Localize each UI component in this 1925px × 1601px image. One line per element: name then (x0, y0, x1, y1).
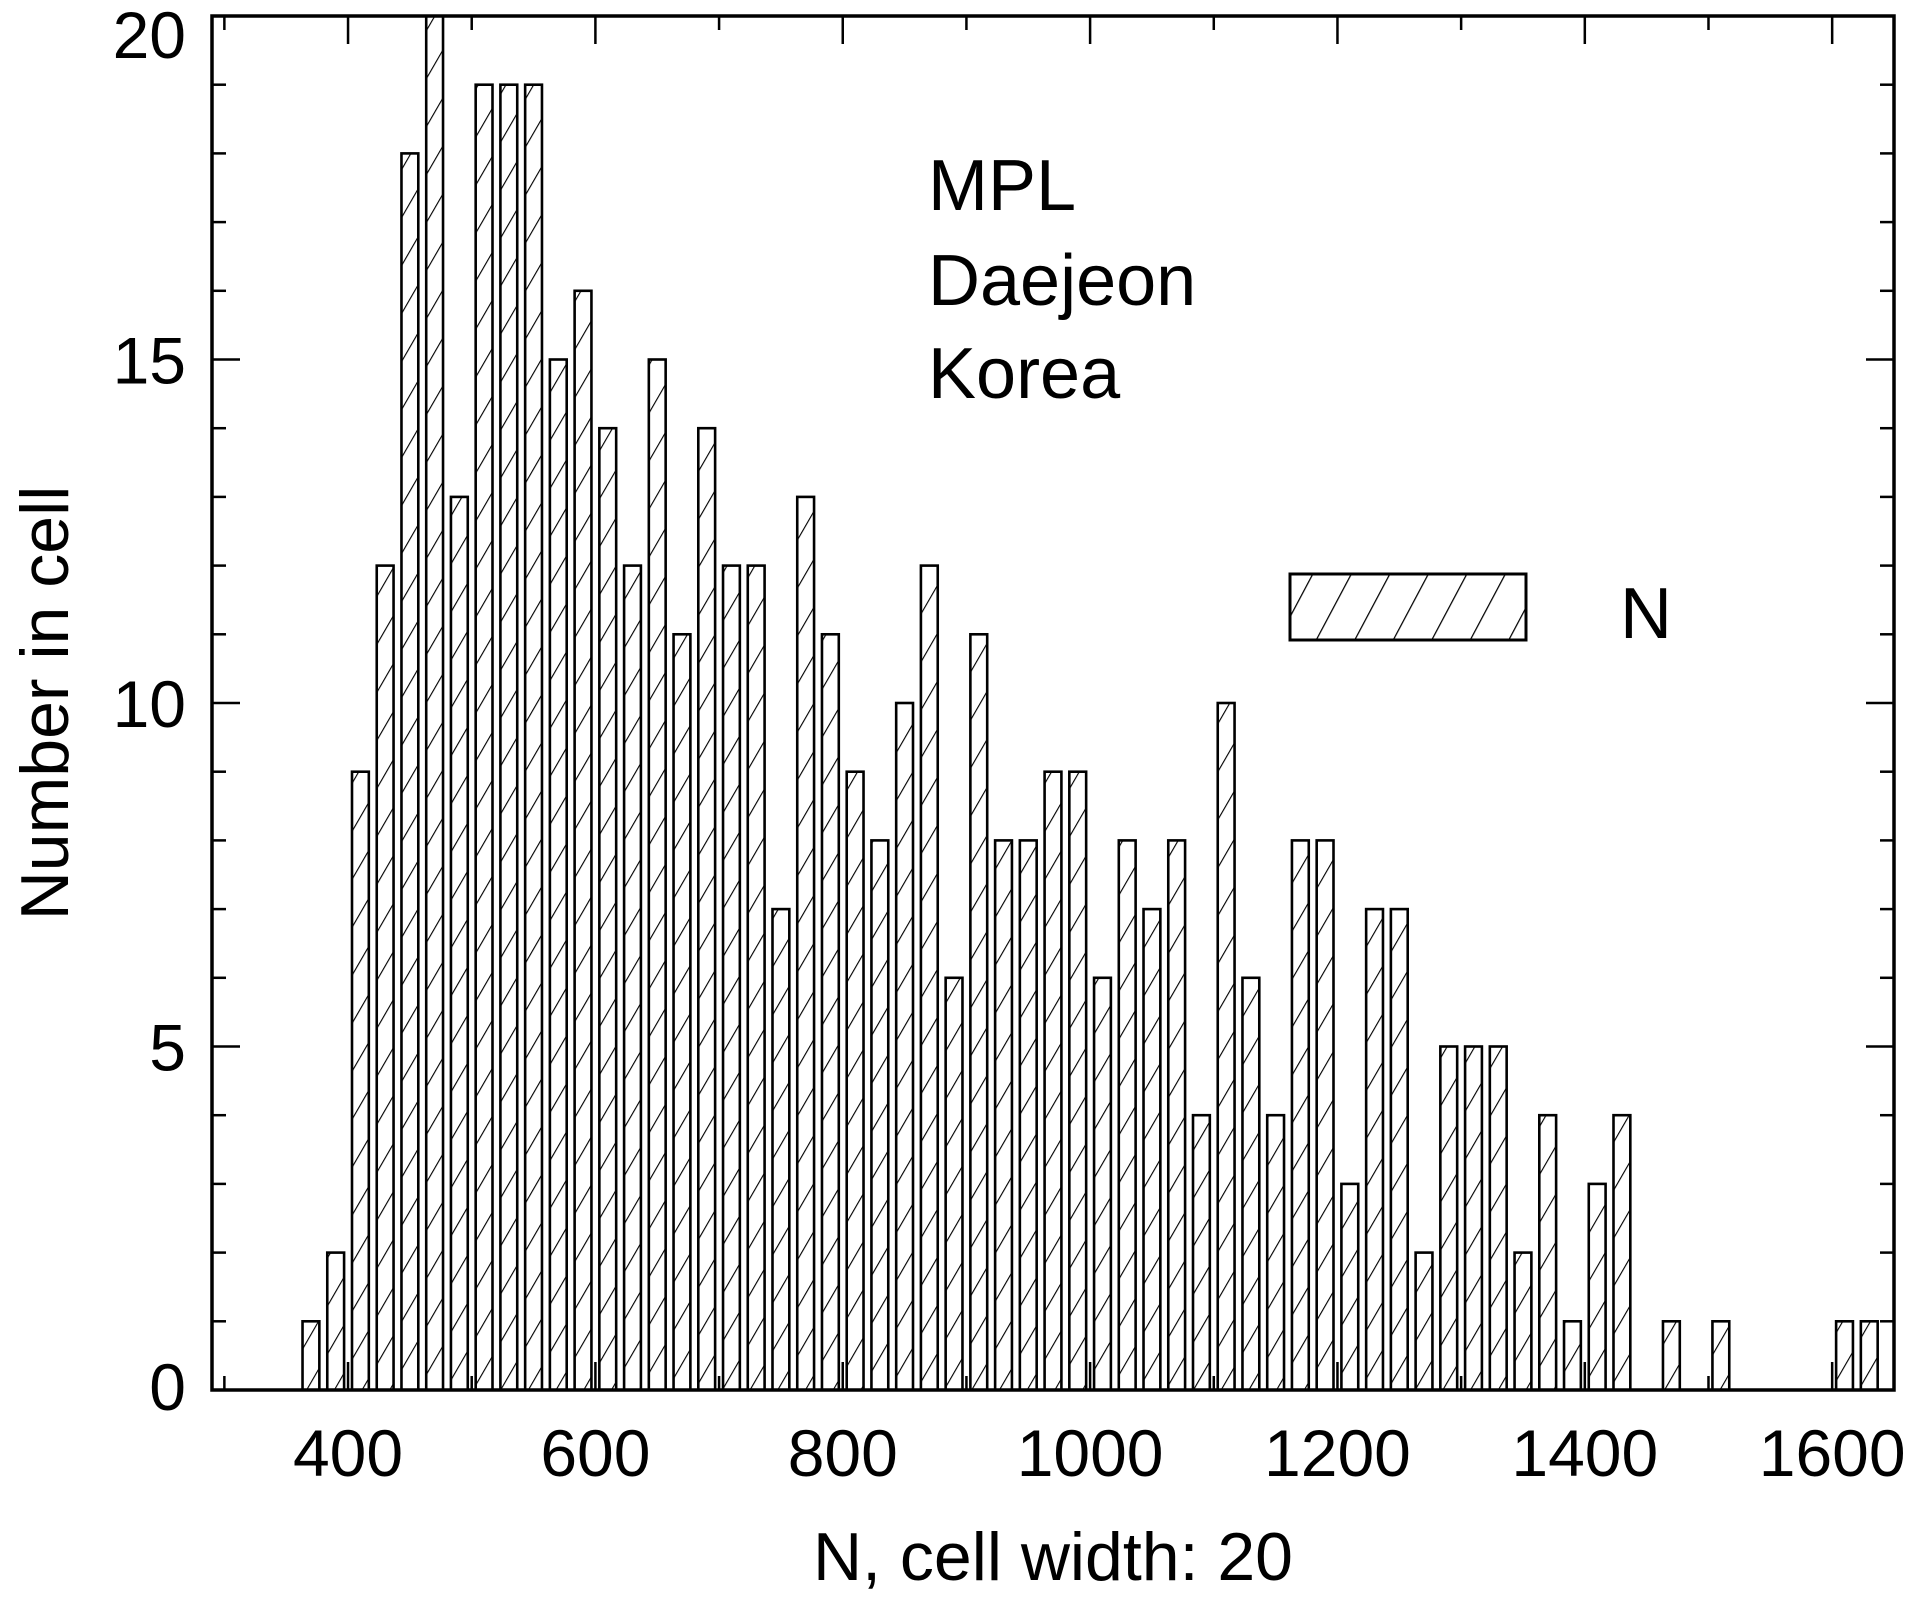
histogram-bar (1068, 770, 1088, 1392)
histogram-bar (1711, 1320, 1731, 1392)
histogram-bar (424, 14, 445, 1392)
y-tick-label: 0 (149, 1350, 186, 1424)
histogram-bar (400, 152, 420, 1392)
x-tick-label: 1600 (1759, 1416, 1906, 1490)
histogram-bar (573, 289, 593, 1392)
legend: N (1288, 572, 1672, 654)
y-tick-label: 10 (113, 667, 186, 741)
x-tick-label: 400 (293, 1416, 403, 1490)
x-tick-label: 600 (540, 1416, 650, 1490)
histogram-bar (1265, 1113, 1286, 1392)
annotation-country: Korea (928, 334, 1121, 414)
histogram-bar (919, 564, 940, 1392)
histogram-bar (375, 564, 395, 1392)
histogram-bar (1092, 976, 1113, 1392)
histogram-bar (1117, 839, 1137, 1392)
histogram-bar (1834, 1320, 1855, 1392)
y-axis-title: Number in cell (7, 486, 83, 921)
histogram-bar (969, 632, 989, 1392)
histogram-bar (1513, 1251, 1533, 1392)
histogram-bar (1340, 1182, 1360, 1392)
histogram-bar (894, 701, 915, 1392)
annotation-instrument: MPL (928, 146, 1076, 226)
histogram-bar (1463, 1045, 1484, 1392)
histogram-bar (1587, 1182, 1607, 1392)
histogram-bar (1216, 701, 1236, 1392)
histogram-bar (1414, 1251, 1434, 1392)
histogram-bar (771, 907, 791, 1392)
histogram-bar (622, 564, 643, 1392)
y-tick-label: 20 (113, 0, 186, 72)
histogram-bar (1191, 1113, 1212, 1392)
y-tick-label: 15 (113, 324, 186, 398)
histogram-bar (1018, 839, 1038, 1392)
histogram-bar (1043, 770, 1063, 1392)
histogram-bar (1315, 839, 1335, 1392)
histogram-bar (1389, 907, 1410, 1392)
y-tick-labels: 0 5 10 15 20 (113, 0, 186, 1424)
x-tick-labels: 400 600 800 1000 1200 1400 1600 (293, 1416, 1906, 1490)
histogram-bar (1364, 907, 1385, 1392)
histogram-bar (993, 839, 1014, 1392)
histogram-bar (1488, 1045, 1508, 1392)
histogram-bar (746, 564, 766, 1392)
histogram-bar (1439, 1045, 1459, 1392)
histogram-bar (1290, 839, 1311, 1392)
histogram-bar (721, 564, 742, 1392)
histogram-bar (350, 770, 371, 1392)
y-tick-label: 5 (149, 1011, 186, 1085)
histogram-bar (795, 495, 816, 1392)
annotation-city: Daejeon (928, 241, 1196, 321)
histogram-bar (1661, 1320, 1682, 1392)
x-tick-label: 1200 (1264, 1416, 1411, 1490)
legend-label: N (1620, 574, 1672, 654)
x-tick-label: 1000 (1017, 1416, 1164, 1490)
histogram-bar (1142, 907, 1162, 1392)
histogram-bar (845, 770, 865, 1392)
histogram-bar (523, 83, 544, 1392)
histogram-bar (696, 426, 717, 1392)
bars-group (301, 14, 1879, 1392)
histogram-bar (474, 83, 494, 1392)
histogram-bar (548, 358, 569, 1392)
histogram-bar (820, 632, 841, 1392)
histogram-bar (647, 358, 667, 1392)
histogram-bar (1241, 976, 1261, 1392)
histogram-bar (1562, 1320, 1583, 1392)
histogram-bar (325, 1251, 346, 1392)
histogram-bar (1859, 1320, 1879, 1392)
histogram-bar (1166, 839, 1187, 1392)
x-tick-label: 1400 (1511, 1416, 1658, 1490)
plot-frame (210, 14, 1896, 1392)
histogram-bar (1538, 1113, 1558, 1392)
legend-swatch (1288, 572, 1528, 642)
histogram-bar (499, 83, 519, 1392)
histogram-bar (598, 426, 618, 1392)
histogram-bar (449, 495, 470, 1392)
x-tick-label: 800 (788, 1416, 898, 1490)
histogram-bar (870, 839, 890, 1392)
histogram-bar (1612, 1113, 1632, 1392)
x-axis-title: N, cell width: 20 (813, 1519, 1293, 1595)
histogram-bar (301, 1320, 321, 1392)
histogram-bar (944, 976, 964, 1392)
histogram-bar (672, 632, 692, 1392)
